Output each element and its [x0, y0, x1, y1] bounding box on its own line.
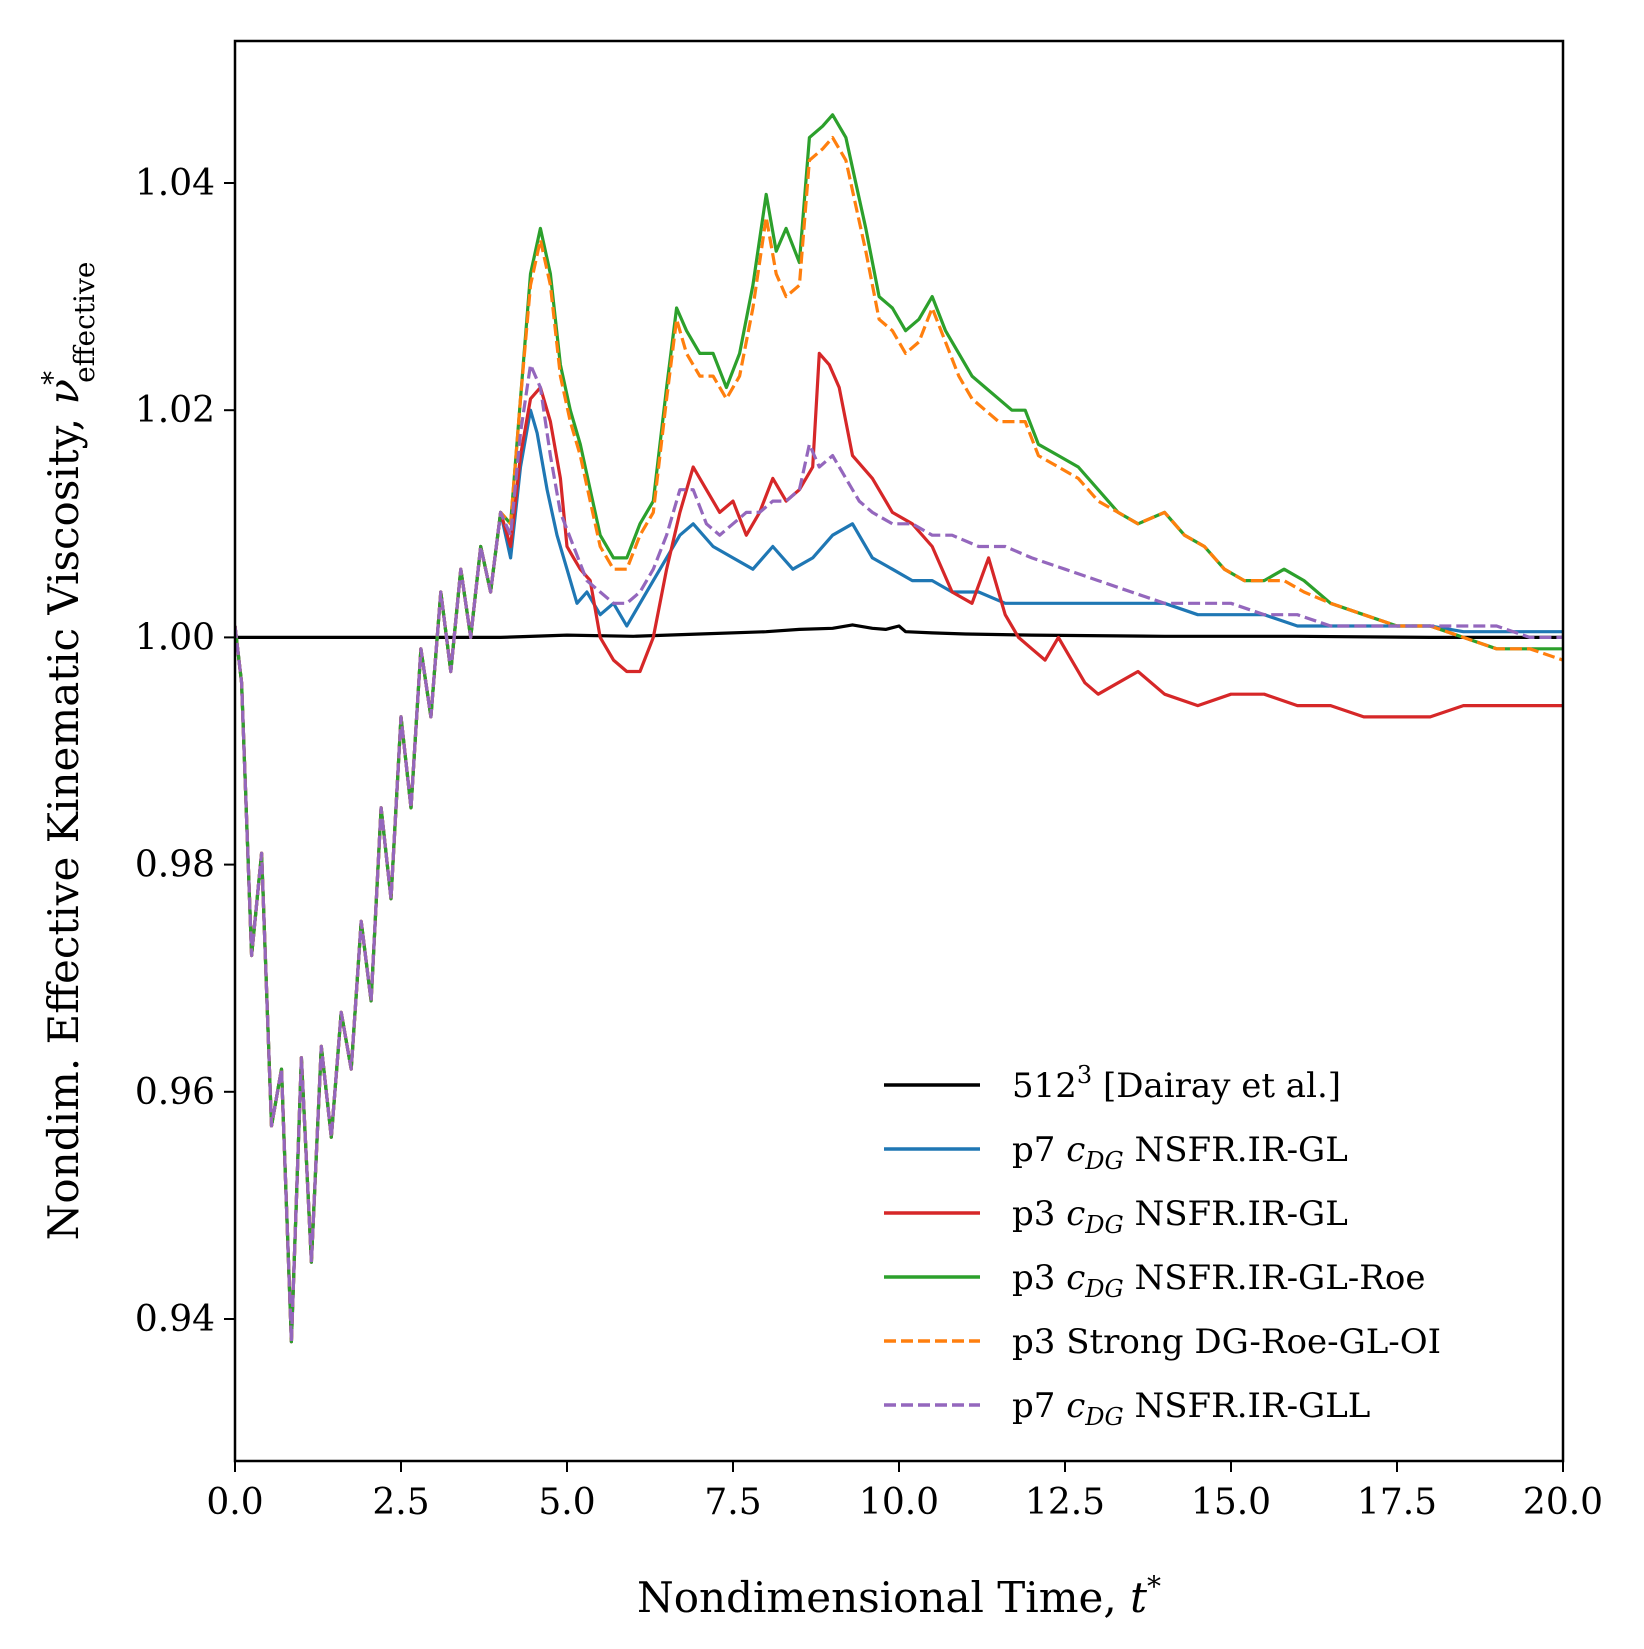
- x-axis-ticks: 0.0 2.5 5.0 7.5 10.0 12.5 15.0 17.5 20.0: [206, 1461, 1603, 1523]
- y-tick-label: 1.04: [135, 163, 215, 204]
- legend-label-4: p3 cDG NSFR.IR-GL-Roe: [1012, 1258, 1425, 1303]
- y-axis-symbol-sub: effective: [68, 262, 101, 383]
- x-tick-label: 0.0: [206, 1482, 263, 1523]
- legend-label-6: p7 cDG NSFR.IR-GLL: [1012, 1386, 1370, 1431]
- legend-label-2: p7 cDG NSFR.IR-GL: [1012, 1130, 1348, 1175]
- series-line-1: [235, 623, 1563, 640]
- y-axis-label: Nondim. Effective Kinematic Viscosity, ν…: [36, 262, 101, 1241]
- x-axis-symbol-sup: *: [1147, 1570, 1161, 1603]
- legend-label-5: p3 Strong DG-Roe-GL-OI: [1012, 1322, 1441, 1362]
- y-axis-symbol-sup: *: [36, 371, 69, 385]
- legend-label-3: p3 cDG NSFR.IR-GL: [1012, 1194, 1348, 1239]
- series-layer: [235, 113, 1563, 1344]
- x-tick-label: 2.5: [372, 1482, 429, 1523]
- y-tick-label: 1.00: [135, 617, 215, 658]
- y-tick-label: 0.94: [135, 1299, 215, 1340]
- y-axis-ticks: 0.94 0.96 0.98 1.00 1.02 1.04: [135, 163, 235, 1340]
- y-tick-label: 0.96: [135, 1072, 215, 1113]
- x-tick-label: 12.5: [1025, 1482, 1105, 1523]
- x-axis-symbol: t: [1130, 1573, 1147, 1622]
- x-tick-label: 20.0: [1523, 1482, 1603, 1523]
- x-tick-label: 7.5: [704, 1482, 761, 1523]
- x-tick-label: 15.0: [1191, 1482, 1271, 1523]
- series-line-6: [235, 363, 1563, 1344]
- x-tick-label: 17.5: [1357, 1482, 1437, 1523]
- x-tick-label: 10.0: [859, 1482, 939, 1523]
- legend: 5123 [Dairay et al.] p7 cDG NSFR.IR-GL p3 …: [884, 1061, 1441, 1431]
- x-axis-label: Nondimensional Time, t*: [637, 1570, 1161, 1623]
- legend-label-1: 5123 [Dairay et al.]: [1012, 1061, 1341, 1106]
- y-tick-label: 0.98: [135, 845, 215, 886]
- x-tick-label: 5.0: [538, 1482, 595, 1523]
- y-axis-symbol: ν: [39, 379, 88, 405]
- y-tick-label: 1.02: [135, 390, 215, 431]
